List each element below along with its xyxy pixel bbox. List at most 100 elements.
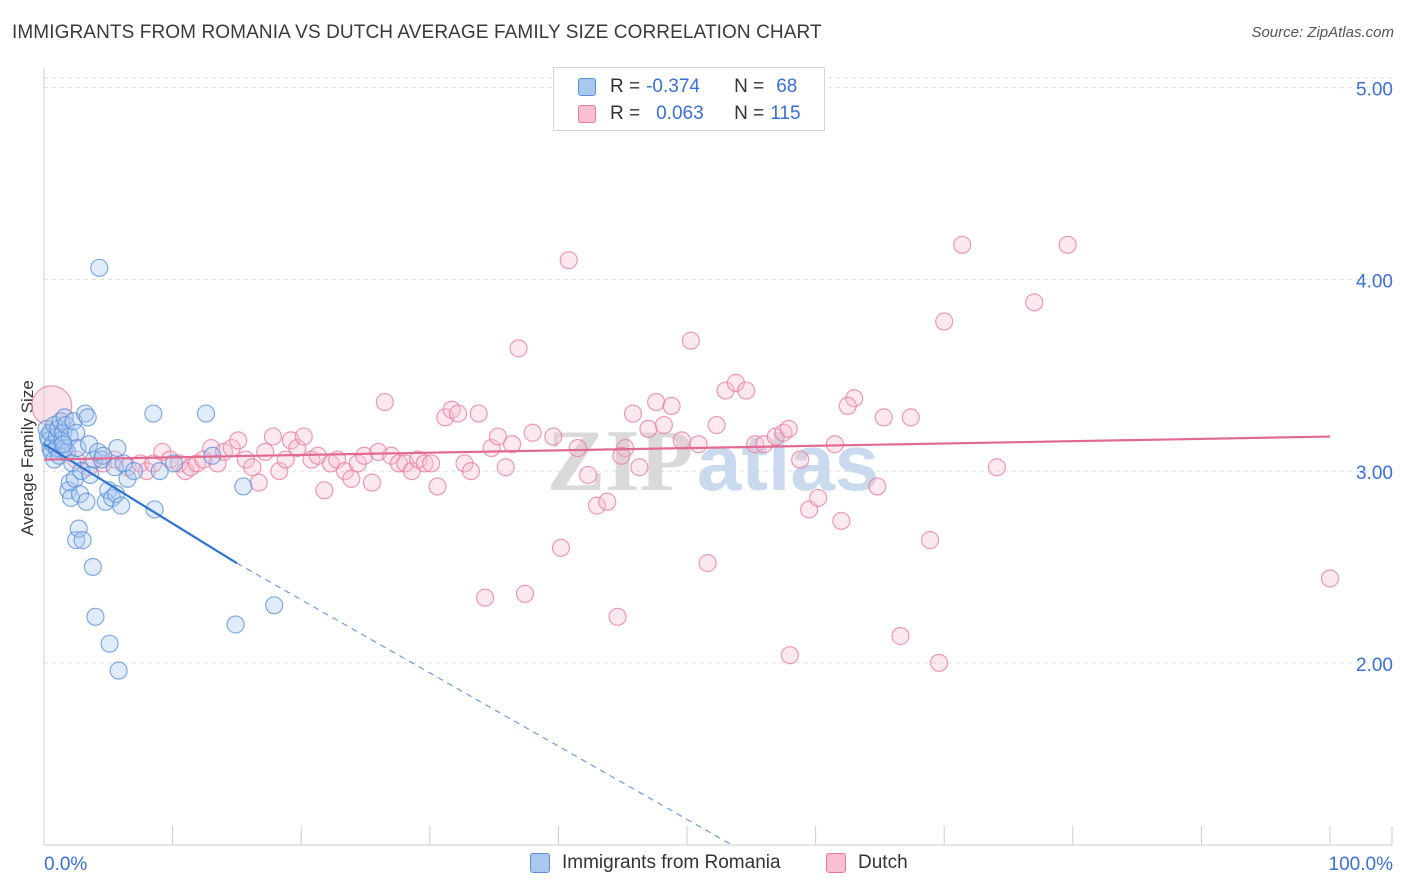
dutch-point bbox=[496, 458, 515, 477]
dutch-point bbox=[1025, 293, 1044, 312]
dutch-point bbox=[716, 381, 735, 400]
watermark: ZIP atlas bbox=[547, 413, 880, 510]
dutch-point bbox=[726, 373, 745, 392]
dutch-point bbox=[428, 477, 447, 496]
dutch-point bbox=[509, 339, 528, 358]
y-tick-label: 3.00 bbox=[1356, 463, 1393, 484]
series-label-romania: Immigrants from Romania bbox=[562, 852, 781, 873]
dutch-point bbox=[475, 588, 495, 607]
legend-r-label: R = bbox=[610, 103, 641, 124]
legend-r-value-dutch: 0.063 bbox=[656, 103, 704, 124]
dutch-point bbox=[874, 408, 893, 427]
dutch-point bbox=[382, 446, 401, 465]
dutch-point bbox=[598, 492, 617, 511]
romania-point bbox=[234, 477, 253, 496]
dutch-point bbox=[568, 438, 587, 458]
dutch-point bbox=[270, 461, 289, 481]
series-swatch-dutch bbox=[826, 853, 846, 873]
tick-labels: 2.00 3.00 4.00 5.00 0.0% 100.0% bbox=[44, 80, 1393, 875]
dutch-point bbox=[608, 607, 627, 626]
dutch-point bbox=[448, 404, 468, 423]
dutch-point bbox=[935, 312, 954, 331]
dutch-point bbox=[698, 554, 717, 573]
legend-n-value-dutch: 115 bbox=[770, 103, 801, 124]
dutch-point bbox=[421, 454, 441, 473]
romania-point bbox=[90, 258, 109, 277]
x-tick-label-right: 100.0% bbox=[1329, 854, 1394, 875]
romania-point bbox=[112, 496, 131, 515]
romania-point bbox=[67, 423, 86, 442]
legend-r-label: R = bbox=[610, 76, 641, 97]
dutch-point bbox=[681, 331, 700, 350]
dutch-point bbox=[488, 427, 508, 446]
dutch-point bbox=[838, 396, 857, 415]
romania-point bbox=[94, 446, 113, 465]
dutch-point bbox=[953, 235, 972, 254]
dutch-point bbox=[891, 626, 910, 646]
dutch-point bbox=[868, 477, 887, 496]
dutch-point bbox=[707, 415, 726, 435]
source-credit: Source: ZipAtlas.com bbox=[1251, 24, 1394, 41]
romania-point bbox=[109, 661, 128, 680]
romania-point bbox=[73, 531, 92, 550]
dutch-point bbox=[662, 396, 681, 415]
dutch-point bbox=[469, 404, 488, 423]
dutch-point bbox=[639, 419, 658, 439]
romania-point bbox=[124, 461, 144, 481]
trend-lines bbox=[43, 435, 1331, 846]
dutch-point bbox=[415, 454, 434, 473]
dutch-point bbox=[559, 251, 578, 270]
dutch-point bbox=[515, 584, 535, 603]
dutch-point bbox=[791, 450, 810, 469]
series-legend-dutch: Dutch bbox=[826, 852, 908, 874]
dutch-point bbox=[243, 458, 262, 477]
watermark-zip: ZIP bbox=[547, 413, 694, 510]
dutch-point bbox=[689, 435, 708, 454]
series-label-dutch: Dutch bbox=[858, 852, 908, 873]
dutch-point bbox=[249, 473, 268, 492]
y-tick-label: 4.00 bbox=[1356, 271, 1393, 292]
romania-point bbox=[55, 408, 74, 427]
dutch-point bbox=[31, 385, 73, 427]
series-legend-romania: Immigrants from Romania bbox=[530, 852, 781, 874]
dutch-point bbox=[1058, 235, 1077, 254]
dutch-point bbox=[256, 442, 275, 462]
dutch-trend-line bbox=[43, 435, 1331, 461]
dutch-point bbox=[1320, 569, 1340, 588]
watermark-atlas: atlas bbox=[697, 418, 879, 507]
romania-point bbox=[77, 492, 96, 511]
dutch-point bbox=[654, 415, 673, 435]
series-swatch-romania bbox=[530, 853, 550, 873]
dutch-point bbox=[355, 446, 374, 465]
dutch-point bbox=[578, 465, 598, 485]
legend-swatch-romania bbox=[578, 78, 596, 96]
romania-point bbox=[78, 408, 97, 427]
romania-point bbox=[265, 596, 284, 615]
romania-point bbox=[68, 438, 87, 458]
dutch-point bbox=[630, 458, 649, 477]
dutch-point bbox=[901, 408, 920, 427]
dutch-point bbox=[461, 461, 481, 481]
dutch-point bbox=[263, 427, 283, 446]
romania-point bbox=[54, 435, 73, 454]
romania-point bbox=[150, 461, 169, 481]
series-legend: Immigrants from Romania Dutch bbox=[0, 852, 1406, 878]
x-tick-label-left: 0.0% bbox=[44, 854, 87, 875]
dutch-point bbox=[737, 381, 756, 400]
dutch-point bbox=[294, 427, 313, 446]
dutch-point bbox=[647, 392, 666, 412]
dutch-point bbox=[929, 653, 949, 672]
romania-point bbox=[144, 404, 163, 423]
chart-title: IMMIGRANTS FROM ROMANIA VS DUTCH AVERAGE… bbox=[12, 22, 822, 43]
dutch-point bbox=[544, 427, 563, 446]
dutch-point bbox=[288, 438, 307, 458]
dutch-point bbox=[551, 538, 571, 557]
dutch-point bbox=[153, 442, 172, 462]
data-points bbox=[31, 235, 1340, 680]
dutch-point bbox=[809, 488, 828, 508]
dutch-point bbox=[832, 511, 851, 531]
dutch-point bbox=[987, 458, 1007, 477]
legend-r-value-romania: -0.374 bbox=[646, 76, 700, 97]
romania-trend-extension bbox=[236, 562, 733, 846]
